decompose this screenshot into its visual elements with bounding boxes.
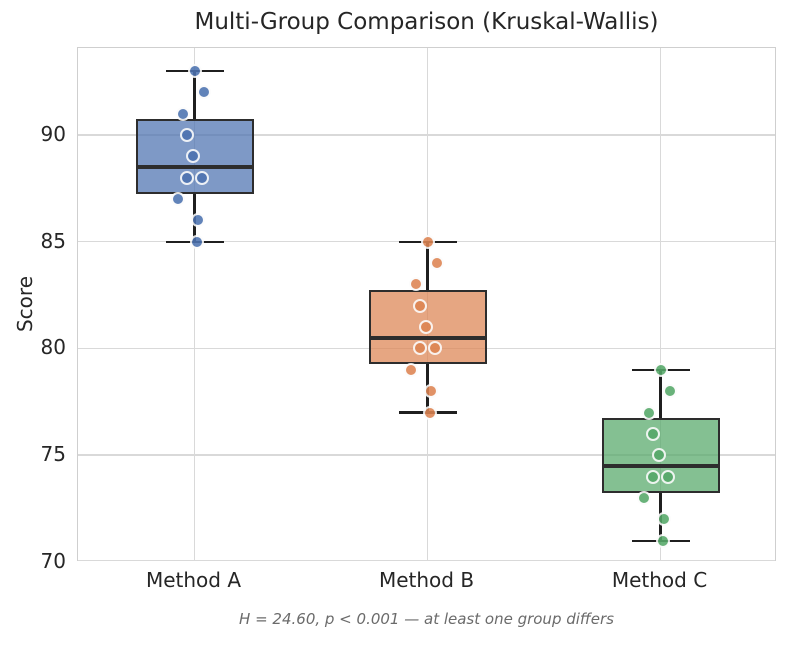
- upper-whisker: [193, 70, 196, 119]
- data-point: [422, 405, 437, 420]
- annotation-text: H = 24.60, p < 0.001 — at least one grou…: [239, 610, 614, 628]
- horizontal-gridline: [78, 134, 775, 136]
- median-line-method-c: [601, 463, 720, 468]
- chart-title: Multi-Group Comparison (Kruskal-Wallis): [194, 9, 659, 35]
- data-point: [175, 106, 190, 121]
- data-point: [170, 191, 185, 206]
- data-point: [662, 384, 677, 399]
- upper-whisker: [426, 241, 429, 290]
- data-point: [653, 362, 668, 377]
- x-tick-label: Method B: [378, 568, 475, 592]
- median-line-method-b: [368, 335, 487, 340]
- data-point: [656, 512, 671, 527]
- data-point: [651, 448, 666, 463]
- upper-whisker: [659, 369, 662, 418]
- horizontal-gridline: [78, 559, 775, 562]
- y-tick-label: 70: [40, 549, 66, 573]
- data-point: [423, 384, 438, 399]
- data-point: [194, 170, 209, 185]
- data-point: [190, 213, 205, 228]
- y-tick-label: 85: [40, 228, 66, 253]
- data-point: [403, 362, 418, 377]
- data-point: [412, 341, 427, 356]
- data-point: [412, 298, 427, 313]
- y-axis-label: Score: [13, 275, 37, 332]
- vertical-gridline: [659, 48, 662, 560]
- data-point: [645, 469, 660, 484]
- plot-area: [77, 47, 776, 562]
- data-point: [418, 320, 433, 335]
- data-point: [179, 170, 194, 185]
- data-point: [187, 63, 202, 78]
- data-point: [645, 426, 660, 441]
- data-point: [427, 341, 442, 356]
- y-tick-label: 90: [40, 121, 66, 146]
- y-tick-label: 75: [40, 442, 66, 467]
- vertical-gridline: [193, 48, 196, 560]
- x-tick-label: Method A: [145, 568, 242, 592]
- data-point: [420, 234, 435, 249]
- x-tick-label: Method C: [611, 568, 708, 592]
- data-point: [660, 469, 675, 484]
- median-line-method-a: [135, 164, 254, 169]
- data-point: [636, 490, 651, 505]
- data-point: [641, 405, 656, 420]
- data-point: [408, 277, 423, 292]
- horizontal-gridline: [78, 454, 775, 456]
- data-point: [179, 127, 194, 142]
- data-point: [189, 234, 204, 249]
- y-tick-label: 80: [40, 335, 66, 360]
- data-point: [185, 149, 200, 164]
- data-point: [429, 256, 444, 271]
- data-point: [655, 533, 670, 548]
- data-point: [196, 85, 211, 100]
